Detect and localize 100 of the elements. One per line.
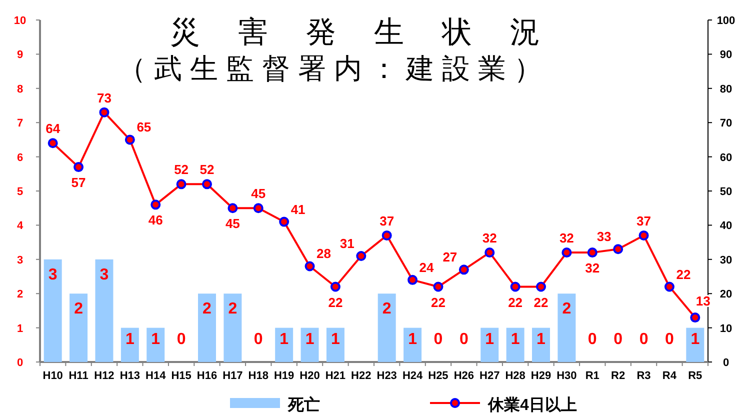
- point: [664, 282, 674, 292]
- bar: [146, 328, 165, 362]
- y2-tick-label: 40: [720, 220, 732, 232]
- x-tick-label: R5: [688, 370, 702, 382]
- y2-tick-label: 10: [720, 322, 732, 335]
- data-label: 3: [48, 266, 58, 284]
- data-label: 27: [442, 250, 458, 265]
- data-label: 0: [639, 331, 648, 348]
- x-tick-label: R2: [611, 370, 626, 382]
- point: [484, 248, 495, 258]
- x-tick-label: H18: [248, 370, 268, 382]
- y2-tick-label: 100: [716, 15, 736, 27]
- data-label: 41: [290, 202, 306, 217]
- y-tick-label: 10: [14, 15, 26, 27]
- bar: [275, 328, 294, 362]
- y-tick-label: 7: [16, 118, 24, 130]
- data-label: 45: [251, 186, 266, 202]
- data-label: 2: [562, 300, 572, 318]
- bar: [532, 328, 550, 362]
- x-tick-label: H30: [556, 370, 577, 382]
- data-label: 0: [588, 331, 597, 348]
- point: [253, 203, 264, 214]
- point: [228, 203, 238, 214]
- data-label: 1: [510, 331, 520, 348]
- point: [536, 282, 546, 292]
- y-tick-label: 3: [16, 254, 24, 266]
- x-tick-label: H28: [505, 370, 526, 382]
- point: [382, 230, 392, 240]
- bar: [70, 294, 88, 362]
- x-tick-label: H22: [351, 370, 372, 382]
- y-tick-label: 5: [16, 186, 24, 198]
- point: [587, 248, 598, 258]
- y2-tick-label: 90: [720, 49, 732, 62]
- bar: [506, 328, 524, 362]
- x-tick-label: R3: [636, 370, 651, 382]
- data-label: 65: [136, 120, 152, 135]
- data-label: 1: [280, 331, 289, 348]
- y2-tick-label: 20: [720, 288, 732, 301]
- x-tick-label: H16: [196, 370, 218, 382]
- point: [279, 216, 290, 227]
- data-label: 52: [174, 162, 189, 178]
- data-label: 45: [225, 216, 240, 232]
- y2-tick-label: 80: [720, 83, 732, 96]
- bar: [224, 294, 242, 362]
- x-tick-label: H12: [94, 370, 114, 382]
- point: [638, 230, 649, 240]
- y2-tick-label: 30: [720, 254, 732, 266]
- data-label: 37: [380, 213, 394, 228]
- point: [99, 107, 110, 118]
- data-label: 32: [585, 260, 600, 276]
- data-label: 22: [508, 294, 523, 310]
- data-label: 28: [316, 246, 332, 262]
- data-label: 3: [100, 266, 109, 284]
- point: [408, 274, 418, 285]
- y-tick-label: 1: [16, 322, 24, 335]
- x-tick-label: H24: [402, 370, 424, 382]
- point: [433, 282, 444, 292]
- data-label: 22: [328, 294, 343, 310]
- x-tick-label: H23: [376, 370, 397, 382]
- bar: [404, 328, 422, 362]
- data-label: 22: [534, 294, 548, 310]
- y2-tick-label: 50: [720, 186, 732, 198]
- x-tick-label: H20: [300, 370, 320, 382]
- x-tick-label: H11: [68, 370, 88, 382]
- data-label: 1: [151, 331, 160, 348]
- data-label: 0: [665, 331, 674, 348]
- data-label: 0: [434, 331, 443, 348]
- data-label: 31: [340, 236, 354, 251]
- point: [202, 179, 212, 190]
- y2-tick-label: 70: [720, 118, 732, 130]
- point: [150, 200, 161, 210]
- data-label: 2: [382, 300, 392, 318]
- bar: [558, 294, 576, 362]
- data-label: 64: [46, 121, 61, 136]
- point: [304, 261, 315, 272]
- x-tick-label: H15: [171, 370, 192, 382]
- point: [690, 312, 700, 323]
- bar: [95, 259, 114, 362]
- x-tick-label: H27: [480, 370, 500, 382]
- text: （武生監督署内：建設業）: [118, 53, 550, 84]
- data-label: 2: [202, 300, 212, 318]
- data-label: 24: [419, 260, 435, 275]
- x-tick-label: H14: [146, 370, 167, 382]
- data-label: 1: [536, 331, 546, 348]
- data-label: 46: [148, 212, 163, 228]
- data-label: 57: [71, 175, 86, 190]
- point: [458, 264, 469, 275]
- data-label: 32: [482, 230, 497, 246]
- data-label: 22: [430, 294, 446, 310]
- bar: [480, 328, 499, 362]
- bar: [378, 294, 396, 362]
- y-tick-label: 4: [16, 220, 24, 232]
- bar: [198, 294, 216, 362]
- y-tick-label: 0: [16, 357, 24, 369]
- point: [74, 162, 84, 172]
- data-label: 1: [125, 331, 134, 348]
- data-label: 22: [676, 266, 691, 282]
- x-tick-label: H25: [428, 370, 448, 382]
- y2-tick-label: 0: [722, 357, 730, 369]
- x-tick-label: R1: [585, 370, 600, 382]
